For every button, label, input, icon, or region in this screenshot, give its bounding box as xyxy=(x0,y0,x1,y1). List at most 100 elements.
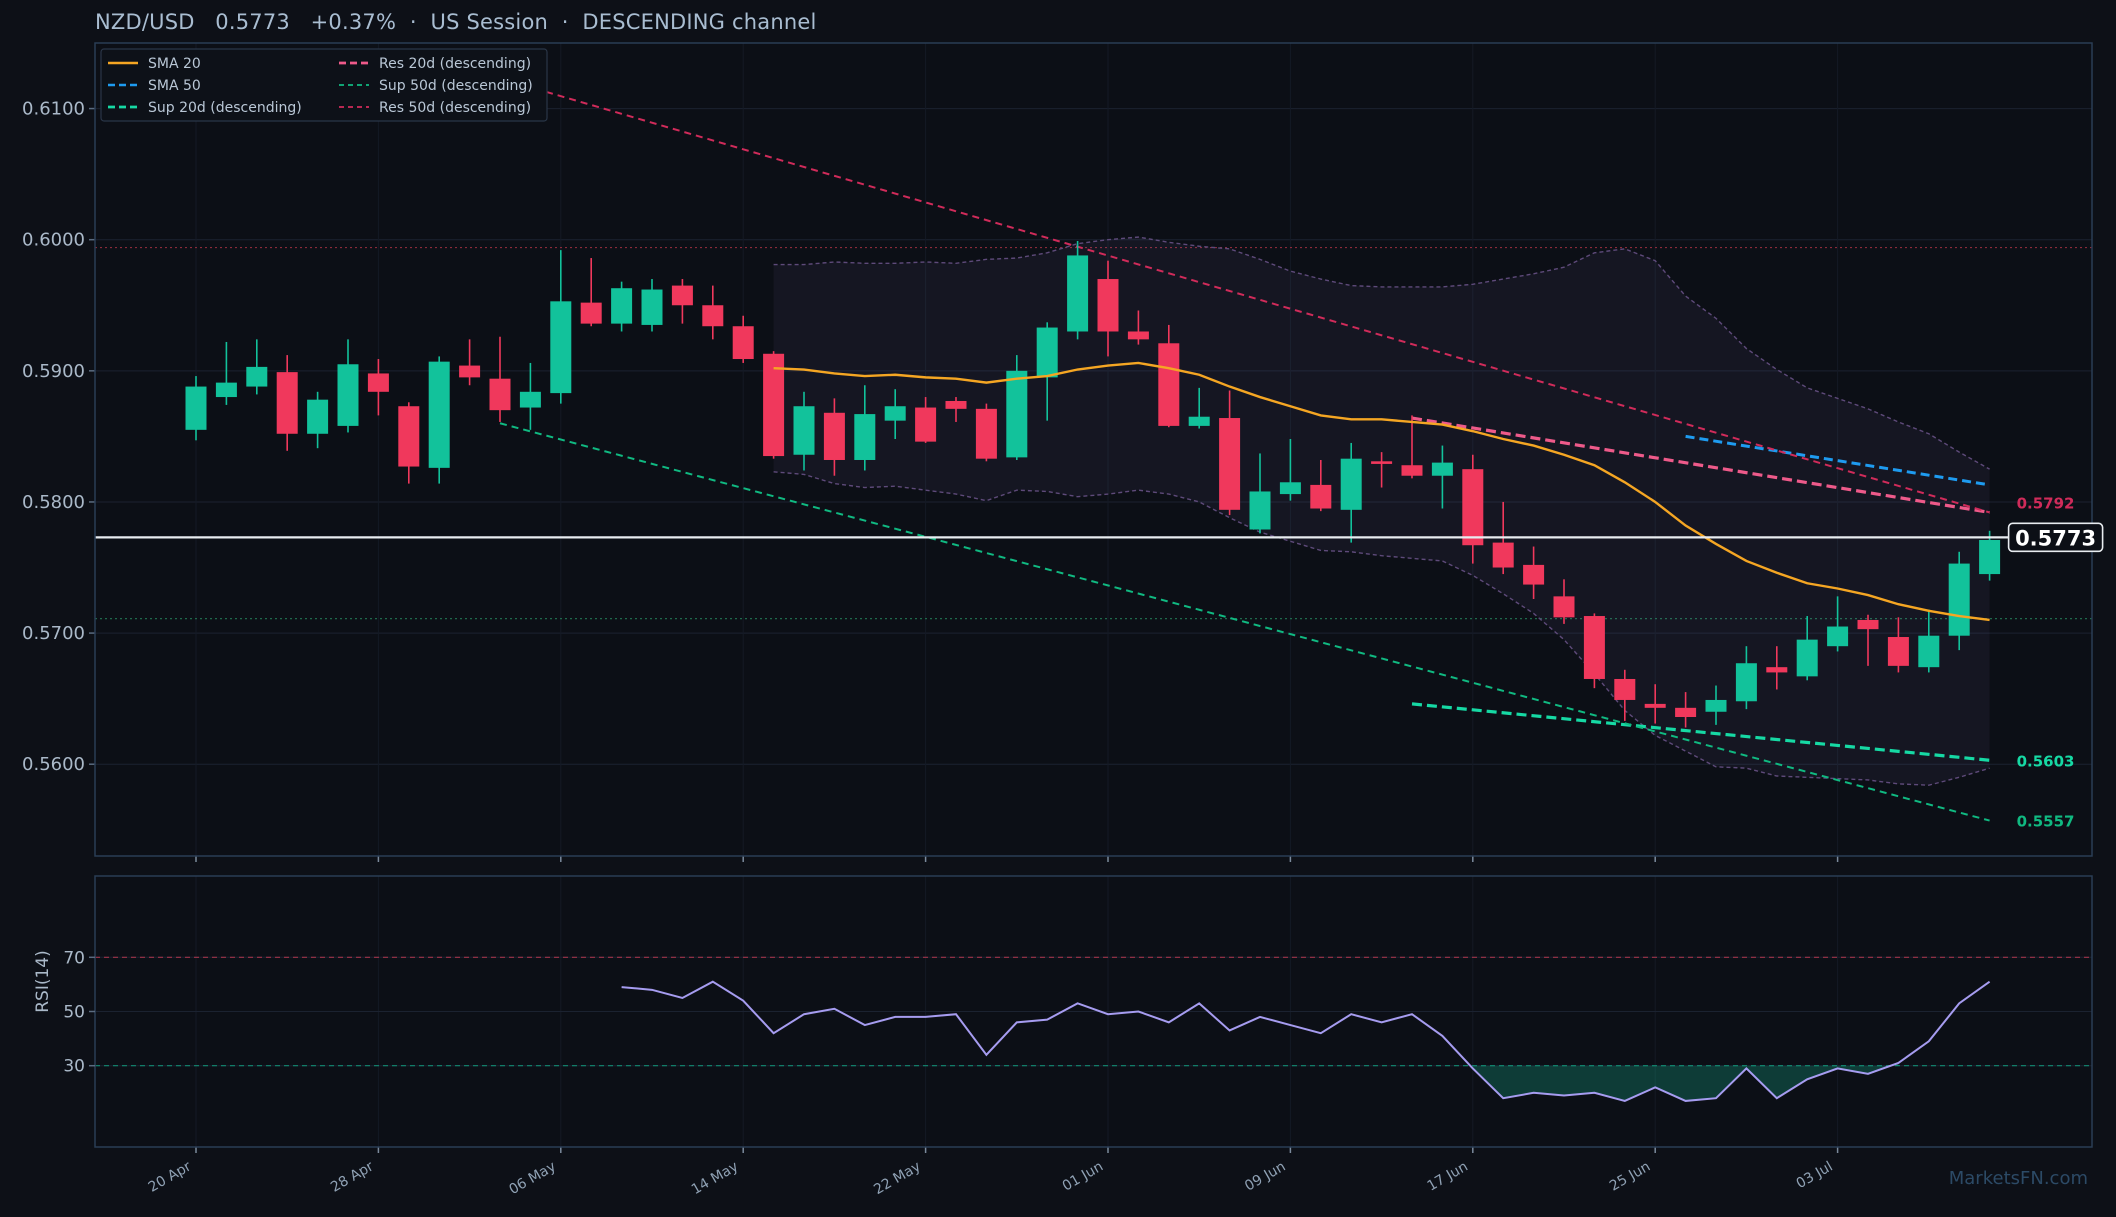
bear-candle xyxy=(1614,678,1636,700)
rsi-tick-label: 30 xyxy=(63,1057,85,1077)
bear-candle xyxy=(1887,637,1909,666)
res-50d-descending-line xyxy=(499,77,1990,514)
current-price-label: 0.5773 xyxy=(2015,526,2096,550)
bear-candle xyxy=(1492,542,1514,568)
legend-entry: SMA 50 xyxy=(148,78,201,94)
bull-candle xyxy=(1279,482,1301,495)
bear-candle xyxy=(1310,484,1332,509)
bull-candle xyxy=(854,414,876,460)
bull-candle xyxy=(611,288,633,324)
change-label: +0.37% xyxy=(310,10,397,34)
bull-candle xyxy=(1431,462,1453,476)
legend: SMA 20 SMA 50 Sup 20d (descending) Res 20d … xyxy=(100,48,548,122)
legend-entry: Res 20d (descending) xyxy=(379,56,531,72)
bear-candle xyxy=(1583,616,1605,679)
bull-candle xyxy=(428,361,450,468)
price-tick-label: 0.5700 xyxy=(22,623,85,644)
res-price-label: 0.5792 xyxy=(2017,494,2075,512)
date-tick-label: 25 Jun xyxy=(1607,1159,1653,1195)
session-label: US Session xyxy=(430,10,548,34)
legend-entry: Sup 20d (descending) xyxy=(148,100,302,116)
legend-entry: SMA 20 xyxy=(148,56,201,72)
bull-candle xyxy=(1735,663,1757,702)
bear-candle xyxy=(671,285,693,306)
bull-candle xyxy=(337,364,359,426)
bear-candle xyxy=(1371,461,1393,464)
bear-candle xyxy=(1675,707,1697,718)
sma-20-line xyxy=(773,361,1990,622)
bear-candle xyxy=(915,407,937,442)
bull-candle xyxy=(1827,626,1849,647)
bear-candle xyxy=(367,373,389,392)
bear-candle xyxy=(1644,703,1666,708)
rsi-axis-label: RSI(14) xyxy=(33,950,53,1013)
price-tick-label: 0.5800 xyxy=(22,492,85,513)
sup-20d-descending-line xyxy=(1411,702,1990,762)
bear-candle xyxy=(489,378,511,411)
bull-candle xyxy=(1036,327,1058,378)
price-label: 0.5773 xyxy=(215,10,290,34)
bull-candle xyxy=(793,406,815,455)
chart-title: NZD/USD 0.5773 +0.37% · US Session · DES… xyxy=(95,10,817,34)
watermark: MarketsFN.com xyxy=(1948,1168,2088,1189)
channel-label: DESCENDING channel xyxy=(582,10,817,34)
bull-candle xyxy=(1705,699,1727,712)
bear-candle xyxy=(459,365,481,378)
bull-candle xyxy=(884,406,906,421)
bear-candle xyxy=(1857,619,1879,630)
date-tick-label: 03 Jul xyxy=(1794,1159,1836,1192)
bull-candle xyxy=(1006,370,1028,458)
rsi-oversold-fill xyxy=(1472,1062,1899,1101)
bull-candle xyxy=(641,289,663,325)
bull-candle xyxy=(1918,635,1940,668)
legend-box xyxy=(100,48,548,122)
legend-entry: Sup 50d (descending) xyxy=(379,78,533,94)
bollinger-band-fill xyxy=(773,237,1990,786)
sup20-price-label: 0.5603 xyxy=(2017,752,2075,770)
price-tick-label: 0.6100 xyxy=(22,99,85,120)
bear-candle xyxy=(398,406,420,467)
date-tick-label: 28 Apr xyxy=(328,1158,376,1195)
price-tick-label: 0.5900 xyxy=(22,361,85,382)
symbol-label: NZD/USD xyxy=(95,10,195,34)
bollinger-upper xyxy=(773,236,1990,470)
bear-candle xyxy=(702,305,724,327)
bear-candle xyxy=(1097,279,1119,332)
sma-50-line xyxy=(1685,434,1990,487)
price-panel xyxy=(95,77,2092,822)
bear-candle xyxy=(732,326,754,360)
rsi-tick-label: 50 xyxy=(63,1003,85,1023)
bull-candle xyxy=(185,386,207,430)
bear-candle xyxy=(276,372,298,434)
rsi-tick-label: 70 xyxy=(63,948,85,968)
bull-candle xyxy=(307,399,329,434)
rsi-panel xyxy=(95,956,2092,1102)
bear-candle xyxy=(1766,667,1788,673)
bollinger-lower xyxy=(773,471,1990,786)
price-panel-border xyxy=(94,42,2093,857)
bull-candle xyxy=(1340,458,1362,510)
current-price-box xyxy=(2007,522,2104,553)
legend-entry: Res 50d (descending) xyxy=(379,100,531,116)
sup-50d-descending-line xyxy=(499,422,1990,822)
bear-candle xyxy=(823,412,845,460)
bear-candle xyxy=(580,302,602,324)
res-20d-descending-line xyxy=(1411,416,1990,515)
bear-candle xyxy=(945,400,967,409)
bull-candle xyxy=(1796,639,1818,677)
date-tick-label: 22 May xyxy=(871,1159,923,1198)
bear-candle xyxy=(1401,465,1423,476)
date-tick-label: 20 Apr xyxy=(146,1158,194,1195)
bull-candle xyxy=(550,301,572,394)
bear-candle xyxy=(1158,343,1180,426)
price-tick-label: 0.5600 xyxy=(22,754,85,775)
sup50-price-label: 0.5557 xyxy=(2017,813,2075,831)
bull-candle xyxy=(1188,416,1210,426)
bear-candle xyxy=(1127,331,1149,340)
date-tick-label: 17 Jun xyxy=(1425,1159,1471,1195)
bull-candle xyxy=(1979,539,2001,575)
bull-candle xyxy=(1067,255,1089,332)
bull-candle xyxy=(215,382,237,398)
date-tick-label: 09 Jun xyxy=(1242,1159,1288,1195)
